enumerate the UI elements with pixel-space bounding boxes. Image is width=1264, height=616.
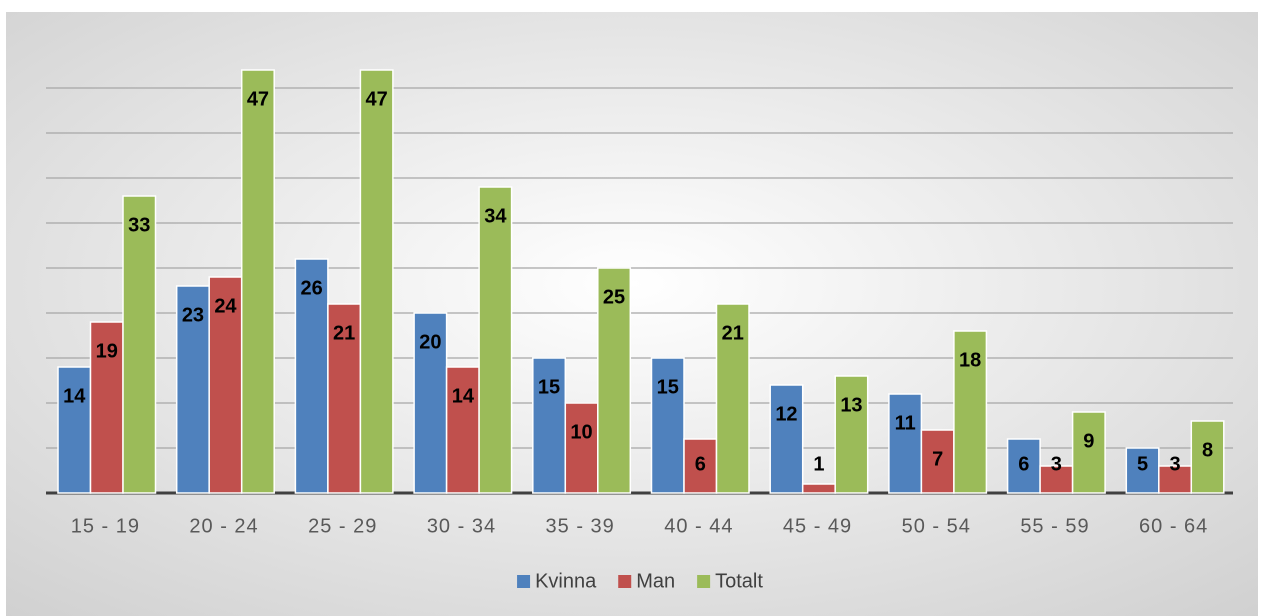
data-label: 14	[452, 385, 475, 407]
x-tick-label: 50 - 54	[902, 515, 971, 537]
data-label: 21	[333, 322, 355, 344]
legend-swatch	[618, 575, 632, 588]
bar	[715, 303, 750, 494]
data-label: 25	[603, 286, 625, 308]
data-label: 47	[366, 88, 388, 110]
bar	[801, 483, 836, 494]
data-label: 15	[657, 376, 679, 398]
bar	[532, 357, 567, 494]
data-label: 13	[840, 394, 862, 416]
bar	[89, 321, 124, 494]
data-label: 47	[247, 88, 269, 110]
data-label: 10	[570, 421, 592, 443]
bar	[1158, 465, 1193, 494]
bar	[1190, 420, 1225, 494]
x-tick-label: 45 - 49	[783, 515, 852, 537]
legend-label: Man	[636, 570, 675, 592]
data-label: 11	[895, 412, 916, 434]
data-label: 1	[813, 453, 824, 475]
legend-label: Totalt	[715, 570, 763, 592]
x-tick-label: 20 - 24	[189, 515, 258, 537]
bar	[240, 69, 275, 494]
x-tick-label: 25 - 29	[308, 515, 377, 537]
legend-swatch	[697, 575, 711, 588]
bar	[208, 276, 243, 494]
bar	[650, 357, 685, 494]
data-label: 14	[63, 385, 86, 407]
x-tick-label: 15 - 19	[71, 515, 140, 537]
bar	[1071, 411, 1106, 494]
legend-swatch	[517, 575, 531, 588]
x-tick-label: 55 - 59	[1020, 515, 1089, 537]
bar	[834, 375, 869, 494]
data-label: 20	[419, 331, 441, 353]
bar	[564, 402, 599, 494]
bar	[1006, 438, 1041, 494]
x-tick-label: 35 - 39	[546, 515, 615, 537]
bar	[122, 195, 157, 494]
data-label: 6	[1018, 453, 1029, 475]
data-label: 19	[96, 340, 118, 362]
data-label: 21	[722, 322, 744, 344]
legend-label: Kvinna	[535, 570, 597, 592]
bar	[953, 330, 988, 494]
bar	[413, 312, 448, 494]
x-tick-label: 30 - 34	[427, 515, 496, 537]
bar	[478, 186, 513, 494]
bar	[175, 285, 210, 494]
bar	[597, 267, 632, 494]
data-label: 8	[1202, 439, 1213, 461]
data-label: 5	[1137, 453, 1148, 475]
data-label: 33	[128, 214, 150, 236]
bar	[359, 69, 394, 494]
data-label: 3	[1169, 453, 1180, 475]
data-label: 3	[1051, 453, 1062, 475]
data-label: 9	[1083, 430, 1094, 452]
data-label: 23	[182, 304, 204, 326]
bar	[1039, 465, 1074, 494]
data-label: 34	[484, 205, 507, 227]
bar	[888, 393, 923, 494]
bar	[327, 303, 362, 494]
data-label: 18	[959, 349, 981, 371]
x-tick-label: 60 - 64	[1139, 515, 1208, 537]
x-tick-label: 40 - 44	[664, 515, 733, 537]
bar	[769, 384, 804, 494]
data-label: 7	[932, 448, 943, 470]
data-label: 6	[695, 453, 706, 475]
data-label: 12	[775, 403, 797, 425]
data-label: 24	[214, 295, 237, 317]
bar	[1125, 447, 1160, 494]
data-label: 26	[301, 277, 323, 299]
data-label: 15	[538, 376, 560, 398]
bar	[294, 258, 329, 494]
